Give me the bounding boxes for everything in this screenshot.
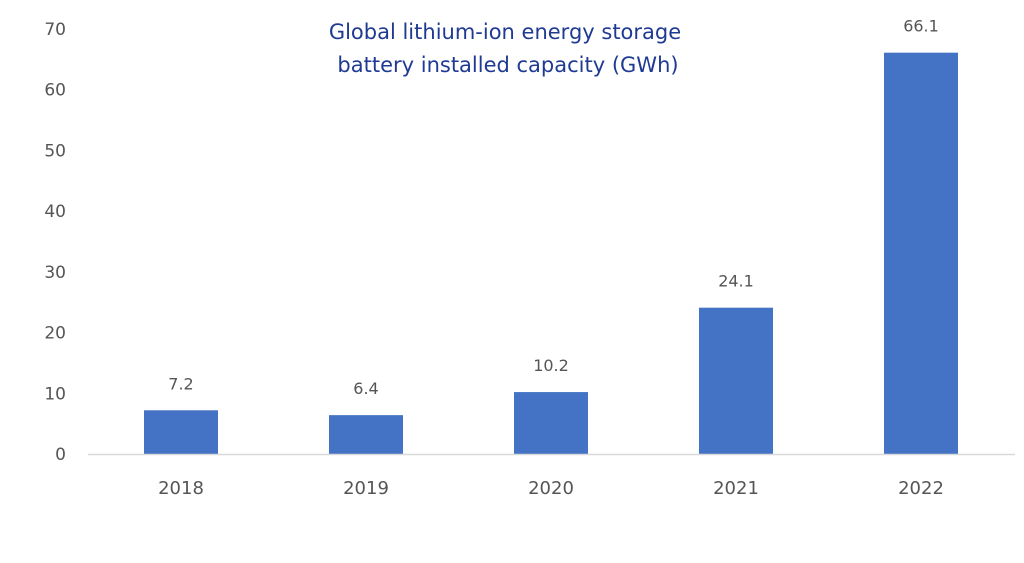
x-axis: 2018 2019 2020 2021 2022 — [158, 478, 944, 499]
data-label-2019: 6.4 — [353, 379, 378, 398]
y-tick-label: 70 — [44, 20, 66, 40]
chart-title-line-1: Global lithium-ion energy storage — [329, 20, 681, 44]
data-label-2022: 66.1 — [903, 17, 939, 36]
x-tick-label-2021: 2021 — [713, 478, 759, 499]
bar-2022 — [884, 52, 958, 455]
bar-2021 — [699, 307, 773, 454]
data-label-2020: 10.2 — [533, 356, 569, 375]
y-tick-label: 30 — [44, 263, 66, 283]
bar-2018 — [144, 410, 218, 454]
x-tick-label-2022: 2022 — [898, 478, 944, 499]
y-tick-label: 20 — [44, 324, 66, 344]
data-label-2018: 7.2 — [168, 374, 193, 393]
y-axis: 0 10 20 30 40 50 60 70 — [44, 20, 66, 465]
bar-2019 — [329, 415, 403, 454]
y-tick-label: 10 — [44, 384, 66, 404]
x-tick-label-2019: 2019 — [343, 478, 389, 499]
bars-group: 7.2 6.4 10.2 24.1 66.1 — [144, 17, 958, 455]
data-label-2021: 24.1 — [718, 272, 754, 291]
y-tick-label: 60 — [44, 81, 66, 101]
x-tick-label-2020: 2020 — [528, 478, 574, 499]
y-tick-label: 40 — [44, 202, 66, 222]
x-tick-label-2018: 2018 — [158, 478, 204, 499]
y-tick-label: 50 — [44, 141, 66, 161]
chart-title-line-2: battery installed capacity (GWh) — [337, 53, 678, 77]
y-tick-label: 0 — [55, 445, 66, 465]
bar-2020 — [514, 392, 588, 454]
